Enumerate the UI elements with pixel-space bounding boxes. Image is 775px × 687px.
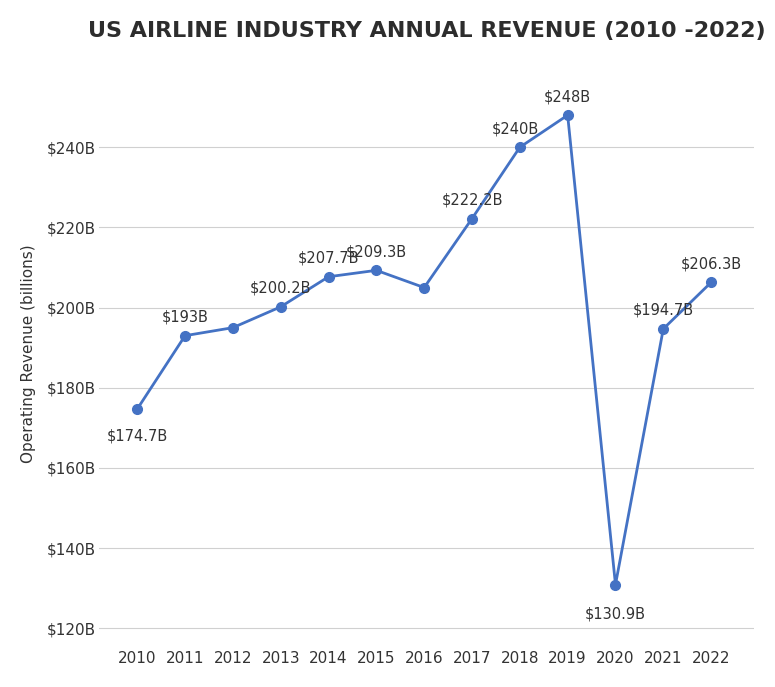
Text: $248B: $248B <box>544 89 591 104</box>
Title: US AIRLINE INDUSTRY ANNUAL REVENUE (2010 -2022): US AIRLINE INDUSTRY ANNUAL REVENUE (2010… <box>88 21 766 41</box>
Text: $206.3B: $206.3B <box>680 256 742 271</box>
Text: $194.7B: $194.7B <box>632 303 694 318</box>
Text: $222.2B: $222.2B <box>441 192 503 207</box>
Text: $207.7B: $207.7B <box>298 251 360 266</box>
Text: $130.9B: $130.9B <box>585 607 646 622</box>
Text: $200.2B: $200.2B <box>250 281 312 295</box>
Text: $240B: $240B <box>491 121 539 136</box>
Y-axis label: Operating Revenue (billions): Operating Revenue (billions) <box>21 245 36 463</box>
Text: $209.3B: $209.3B <box>346 244 407 259</box>
Text: $193B: $193B <box>162 310 208 324</box>
Text: $174.7B: $174.7B <box>107 429 168 444</box>
